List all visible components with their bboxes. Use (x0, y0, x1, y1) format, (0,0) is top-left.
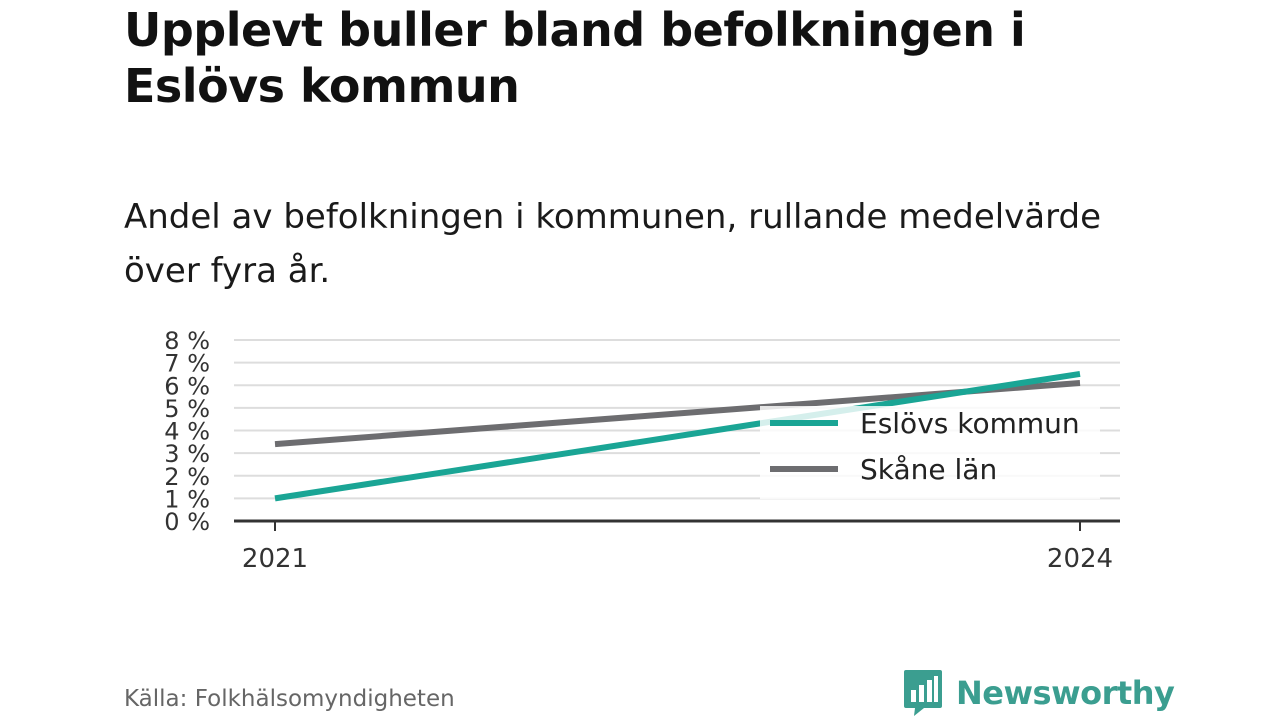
x-tick-label: 2024 (1047, 544, 1113, 574)
y-tick-label: 0 % (164, 508, 210, 536)
x-axis: 2021 2024 (234, 519, 1120, 574)
y-tick-label: 7 % (164, 350, 210, 378)
y-tick-label: 6 % (164, 372, 210, 400)
y-axis-ticks: 0 %1 %2 %3 %4 %5 %6 %7 %8 % (164, 327, 210, 536)
series-lines (274, 370, 1081, 502)
brand-name: Newsworthy (956, 674, 1175, 712)
legend-label: Skåne län (860, 453, 997, 486)
y-tick-label: 2 % (164, 463, 210, 491)
chart-title: Upplevt buller bland befolkningen i Eslö… (124, 3, 1026, 113)
x-tick-label: 2021 (242, 544, 308, 574)
legend: Eslövs kommun Skåne län (760, 406, 1100, 499)
y-tick-label: 3 % (164, 440, 210, 468)
series-line (274, 370, 1081, 502)
newsworthy-chart-icon (904, 670, 942, 716)
legend-label: Eslövs kommun (860, 407, 1080, 440)
y-tick-label: 5 % (164, 395, 210, 423)
chart-subtitle: Andel av befolkningen i kommunen, rullan… (124, 197, 1102, 291)
y-tick-label: 8 % (164, 327, 210, 355)
source-note: Källa: Folkhälsomyndigheten (124, 686, 455, 712)
y-tick-label: 1 % (164, 485, 210, 513)
y-tick-label: 4 % (164, 418, 210, 446)
brand-logo: Newsworthy (902, 668, 1175, 718)
